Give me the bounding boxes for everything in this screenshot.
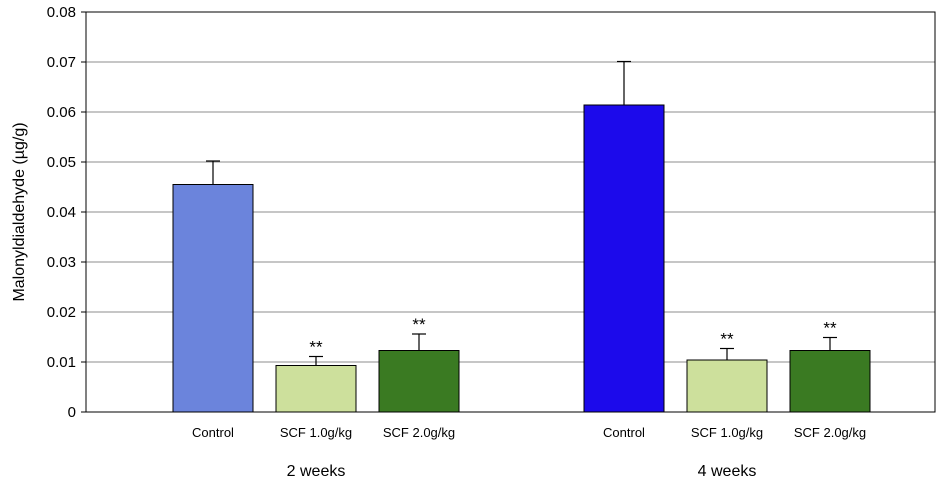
y-tick-label: 0 bbox=[68, 404, 76, 421]
y-tick-label: 0.05 bbox=[47, 154, 76, 171]
x-category-label: SCF 2.0g/kg bbox=[794, 425, 866, 440]
bar bbox=[789, 350, 871, 413]
significance-marker: ** bbox=[412, 315, 426, 334]
significance-marker: ** bbox=[309, 338, 323, 357]
y-tick-label: 0.08 bbox=[47, 4, 76, 21]
y-tick-label: 0.03 bbox=[47, 254, 76, 271]
x-category-label: SCF 2.0g/kg bbox=[383, 425, 455, 440]
x-axis-labels: Control SCF 1.0g/kg SCF 2.0g/kg 2 weeks Cont… bbox=[192, 425, 866, 479]
x-category-label: SCF 1.0g/kg bbox=[691, 425, 763, 440]
y-tick-label: 0.04 bbox=[47, 204, 76, 221]
x-category-label: SCF 1.0g/kg bbox=[280, 425, 352, 440]
y-axis-ticks: 0 0.01 0.02 0.03 0.04 0.05 0.06 0.07 0.08 bbox=[47, 4, 86, 421]
bar bbox=[172, 184, 254, 413]
y-tick-label: 0.07 bbox=[47, 54, 76, 71]
x-group-label: 2 weeks bbox=[287, 463, 346, 479]
bar bbox=[378, 350, 460, 413]
y-tick-label: 0.02 bbox=[47, 304, 76, 321]
y-tick-label: 0.01 bbox=[47, 354, 76, 371]
significance-marker: ** bbox=[720, 330, 734, 349]
significance-marker: ** bbox=[823, 319, 837, 338]
plot-area-frame bbox=[85, 11, 936, 413]
y-tick-label: 0.06 bbox=[47, 104, 76, 121]
x-group-label: 4 weeks bbox=[698, 463, 757, 479]
y-axis-title: Malonyldialdehyde (µg/g) bbox=[11, 122, 28, 301]
bar bbox=[583, 104, 665, 413]
x-category-label: Control bbox=[192, 425, 234, 440]
bars: ** ** ** ** bbox=[172, 60, 871, 413]
bar bbox=[275, 365, 357, 413]
x-category-label: Control bbox=[603, 425, 645, 440]
bar bbox=[686, 359, 768, 413]
